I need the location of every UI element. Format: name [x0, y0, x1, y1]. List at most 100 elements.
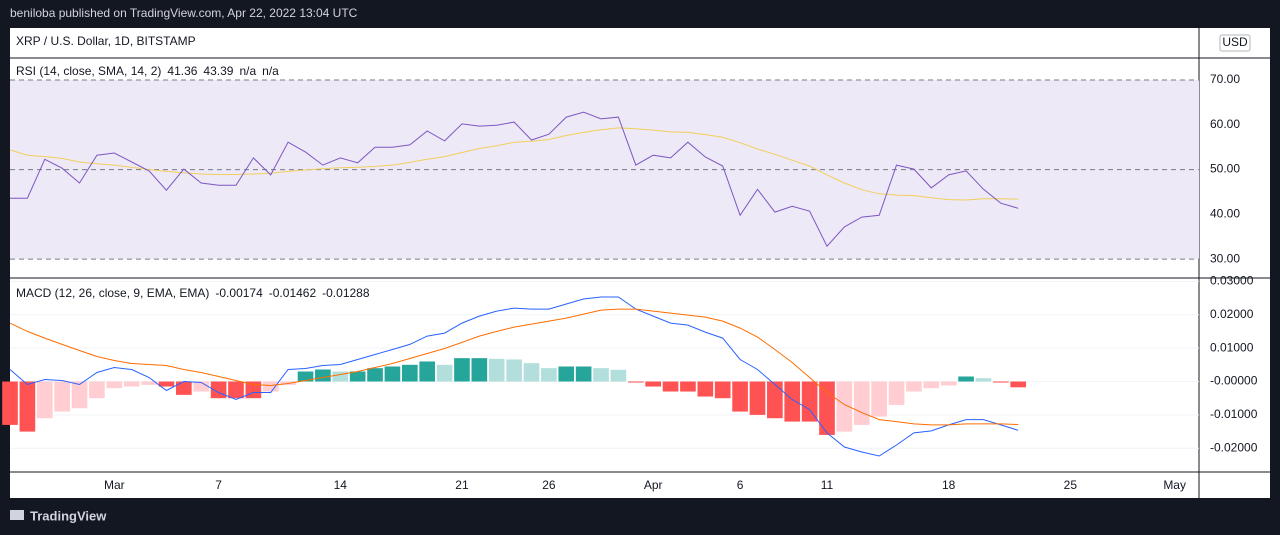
histogram-bar: [541, 368, 557, 382]
histogram-bar: [784, 381, 801, 422]
histogram-bar: [871, 381, 887, 417]
legend-value: n/a: [262, 64, 279, 78]
x-tick-label: Mar: [104, 478, 125, 492]
currency-label[interactable]: USD: [1222, 35, 1248, 49]
histogram-bar: [1010, 381, 1027, 388]
histogram-bar: [19, 381, 36, 432]
x-tick-label: May: [1163, 478, 1186, 492]
histogram-bar: [176, 381, 192, 395]
histogram-bar: [749, 381, 766, 415]
y-tick-label: -0.00000: [1210, 374, 1258, 388]
histogram-bar: [123, 381, 140, 387]
y-tick-label: 50.00: [1210, 162, 1240, 176]
histogram-bar: [853, 381, 870, 425]
x-tick-label: 6: [737, 478, 744, 492]
histogram-bar: [384, 366, 401, 382]
histogram-bar: [297, 371, 314, 382]
x-tick-label: Apr: [644, 478, 663, 492]
histogram-bar: [610, 369, 627, 382]
histogram-bar: [923, 381, 940, 389]
histogram-bar: [836, 381, 853, 432]
legend-value: -0.01462: [269, 286, 317, 300]
y-tick-label: -0.02000: [1210, 440, 1258, 454]
legend-value: n/a: [239, 64, 256, 78]
y-tick-label: 40.00: [1210, 207, 1240, 221]
histogram-bar: [454, 358, 470, 382]
histogram-bar: [36, 381, 53, 419]
histogram-bar: [506, 359, 522, 382]
histogram-bar: [141, 381, 157, 385]
histogram-bar: [645, 381, 661, 387]
y-tick-label: 0.02000: [1210, 307, 1254, 321]
histogram-bar: [106, 381, 123, 389]
legend-value: -0.00174: [215, 286, 263, 300]
brand-logo: [10, 510, 24, 520]
histogram-bar: [193, 381, 210, 392]
x-tick-label: 26: [542, 478, 556, 492]
histogram-bar: [262, 381, 279, 392]
histogram-bar: [767, 381, 783, 419]
histogram-bar: [575, 366, 592, 382]
indicator-line: [9, 127, 1019, 201]
published-line: beniloba published on TradingView.com, A…: [10, 6, 358, 20]
x-tick-label: 7: [215, 478, 222, 492]
x-tick-label: 14: [334, 478, 348, 492]
histogram-bar: [2, 381, 18, 425]
indicator-line: [9, 308, 1019, 426]
histogram-bar: [906, 381, 922, 392]
x-tick-label: 11: [821, 478, 834, 492]
histogram-bar: [697, 381, 714, 397]
histogram-bar: [888, 381, 905, 405]
currency-box[interactable]: [1219, 34, 1251, 52]
histogram-bar: [488, 358, 505, 382]
x-tick-label: 25: [1064, 478, 1078, 492]
histogram-bar: [662, 381, 679, 392]
legend-title: RSI (14, close, SMA, 14, 2): [16, 64, 161, 78]
histogram-bar: [228, 381, 244, 399]
histogram-bar: [714, 381, 731, 399]
histogram-bar: [958, 376, 974, 382]
legend-value: 41.36: [167, 64, 197, 78]
x-tick-label: 18: [942, 478, 956, 492]
histogram-bar: [71, 381, 88, 409]
histogram-bar: [436, 364, 453, 382]
histogram-bar: [680, 381, 696, 392]
histogram-bar: [401, 364, 418, 382]
y-tick-label: 0.03000: [1210, 274, 1254, 288]
histogram-bar: [349, 371, 366, 382]
y-tick-label: 60.00: [1210, 117, 1240, 131]
histogram-bar: [158, 381, 175, 387]
indicator-line: [9, 296, 1019, 457]
y-tick-label: 0.01000: [1210, 340, 1254, 354]
histogram-bar: [732, 381, 748, 412]
histogram-bar: [593, 368, 609, 382]
plot-layer: Mar 7 14 21 26 Apr 6 11 18 25 May 30.00 40.00 50.00 60…: [2, 64, 1258, 492]
histogram-bar: [627, 381, 644, 383]
histogram-bar: [975, 378, 992, 382]
legend-title: MACD (12, 26, close, 9, EMA, EMA): [16, 286, 209, 300]
y-tick-label: 70.00: [1210, 72, 1240, 86]
histogram-bar: [940, 381, 957, 386]
y-tick-label: 30.00: [1210, 251, 1240, 265]
histogram-bar: [332, 371, 349, 382]
histogram-bar: [471, 358, 488, 382]
x-tick-label: 21: [455, 478, 469, 492]
histogram-bar: [558, 366, 575, 382]
histogram-bar: [54, 381, 70, 412]
histogram-bar: [819, 381, 835, 435]
histogram-bar: [993, 381, 1009, 383]
histogram-bar: [801, 381, 818, 422]
legend-value: -0.01288: [322, 286, 370, 300]
histogram-bar: [315, 369, 331, 382]
histogram-bar: [419, 361, 436, 382]
histogram-bar: [523, 363, 540, 382]
symbol-label: XRP / U.S. Dollar, 1D, BITSTAMP: [16, 34, 196, 48]
y-tick-label: -0.01000: [1210, 407, 1258, 421]
indicator-line: [10, 111, 1019, 248]
histogram-bar: [367, 368, 383, 382]
histogram-bar: [89, 381, 105, 399]
legend-value: 43.39: [203, 64, 233, 78]
brand: TradingView: [30, 508, 107, 523]
